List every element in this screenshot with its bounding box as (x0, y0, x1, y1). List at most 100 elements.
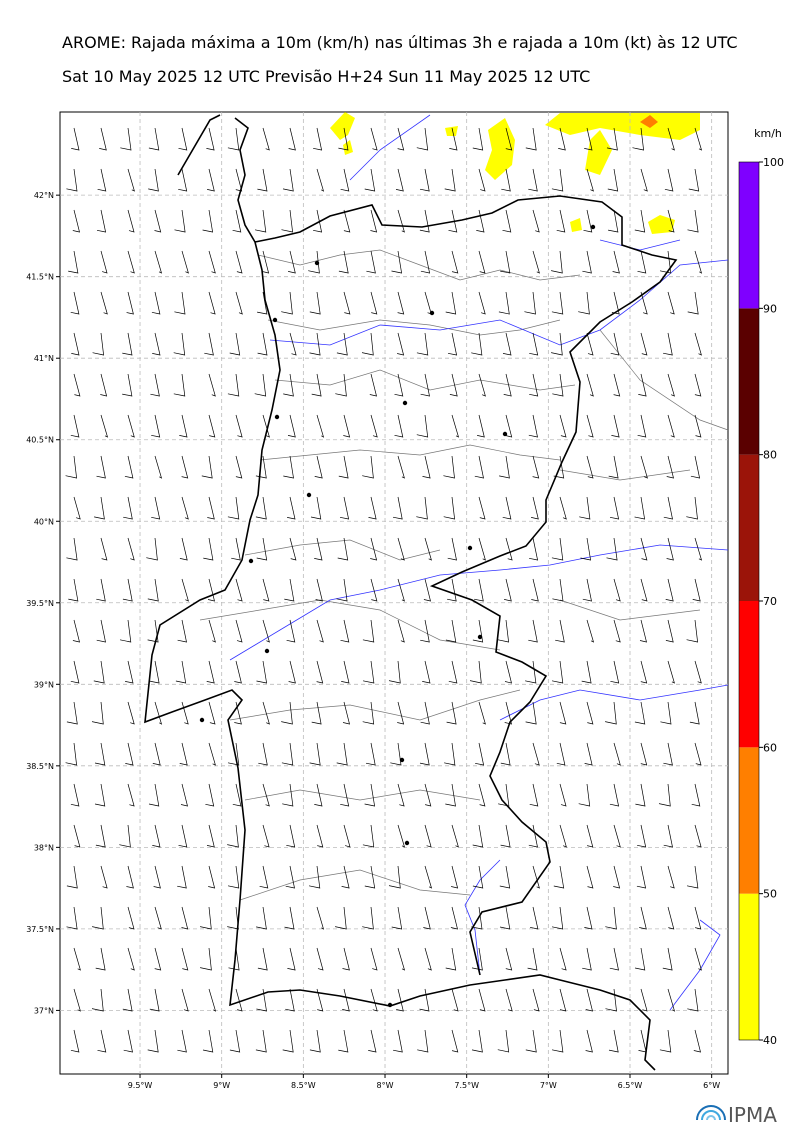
wind-barb (68, 250, 79, 274)
wind-barb (632, 127, 645, 151)
wind-barb (316, 619, 324, 643)
wind-barb (148, 127, 160, 151)
wind-barb (397, 209, 405, 233)
logo-arc (696, 1105, 726, 1121)
wind-barb (93, 660, 105, 684)
wind-barb (529, 332, 539, 356)
wind-barb (472, 127, 484, 151)
wind-barb (66, 701, 78, 725)
wind-barb (181, 701, 189, 725)
wind-barb (361, 332, 374, 356)
wind-barb (309, 1029, 321, 1053)
wind-barb (208, 865, 216, 889)
wind-barb (341, 865, 350, 889)
wind-barb (343, 824, 351, 848)
wind-barb (391, 250, 403, 274)
wind-barb (208, 742, 216, 766)
wind-barb (443, 455, 455, 479)
wind-barb (284, 906, 295, 930)
wind-barb (551, 537, 564, 561)
wind-barb (397, 619, 405, 643)
wind-barb (532, 250, 540, 274)
wind-barb (342, 947, 350, 971)
wind-barb (287, 414, 296, 438)
wind-barb (474, 578, 484, 602)
wind-barb (689, 701, 700, 725)
wind-barb (422, 660, 431, 684)
wind-barb (281, 701, 293, 725)
colorbar-tick-label: 70 (763, 595, 777, 608)
wind-barb (362, 660, 375, 684)
title: AROME: Rajada máxima a 10m (km/h) nas úl… (62, 33, 738, 52)
wind-barb (505, 947, 513, 971)
wind-barb (397, 578, 405, 602)
lon-tick-label: 8°W (377, 1081, 394, 1090)
wind-barb (422, 455, 431, 479)
wind-barb (584, 127, 593, 151)
wind-barb (419, 988, 430, 1012)
wind-barb (200, 947, 212, 971)
wind-barb (638, 373, 647, 397)
wind-barb (559, 701, 567, 725)
logo-text: IPMA (728, 1103, 777, 1127)
lat-tick-label: 42°N (34, 191, 54, 200)
wind-barb (308, 250, 320, 274)
wind-barb (178, 824, 188, 848)
wind-barb (285, 865, 295, 889)
wind-barb (91, 988, 104, 1012)
wind-barb (690, 455, 701, 479)
wind-barb (94, 742, 106, 766)
wind-barb (316, 660, 324, 684)
wind-barb (584, 742, 593, 766)
wind-barb (475, 742, 485, 766)
wind-barb (362, 906, 374, 930)
wind-barb (608, 209, 619, 233)
wind-barb (206, 660, 215, 684)
wind-barb (445, 947, 457, 971)
lon-tick-label: 6.5°W (618, 1081, 643, 1090)
wind-barb (451, 414, 460, 438)
river (229, 544, 729, 661)
wind-barb (262, 414, 270, 438)
district-border (267, 319, 561, 336)
wind-barb (73, 824, 81, 848)
logo-arc (701, 1110, 721, 1121)
wind-barb (262, 578, 270, 602)
wind-barb (309, 291, 321, 315)
wind-barb (309, 742, 321, 766)
wind-barb (694, 906, 702, 930)
wind-barb (152, 332, 161, 356)
wind-barb (528, 168, 538, 192)
wind-barb (122, 988, 133, 1012)
wind-barb (231, 537, 241, 561)
wind-barb (177, 865, 187, 889)
wind-barb (451, 250, 459, 274)
wind-barb (525, 660, 537, 684)
wind-barb (227, 127, 240, 151)
wind-barb (342, 701, 350, 725)
wind-barb (395, 168, 404, 192)
wind-barb (146, 537, 158, 561)
wind-barb (472, 619, 484, 643)
wind-barb (423, 906, 431, 930)
wind-barb (94, 783, 106, 807)
wind-barb (100, 373, 108, 397)
wind-barb (640, 332, 648, 356)
wind-barb (531, 496, 539, 520)
wind-barb (639, 619, 647, 643)
wind-barb (478, 373, 486, 397)
wind-barb (694, 660, 702, 684)
city (306, 492, 312, 498)
wind-barb (70, 291, 80, 315)
wind-barb (611, 414, 620, 438)
wind-barb (610, 660, 620, 684)
admin-borders (199, 249, 729, 901)
wind-barb (503, 373, 512, 397)
wind-barb (551, 1029, 564, 1053)
colorbar-segment (739, 162, 759, 309)
wind-barb (95, 824, 106, 848)
lon-tick-label: 9°W (213, 1081, 230, 1090)
wind-barb (234, 701, 242, 725)
wind-barb (471, 1029, 483, 1053)
wind-barb (388, 865, 401, 889)
